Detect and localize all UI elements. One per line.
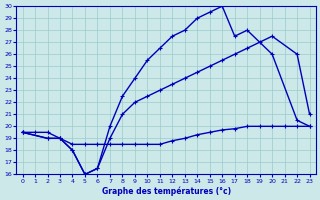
X-axis label: Graphe des températures (°c): Graphe des températures (°c) — [101, 186, 231, 196]
